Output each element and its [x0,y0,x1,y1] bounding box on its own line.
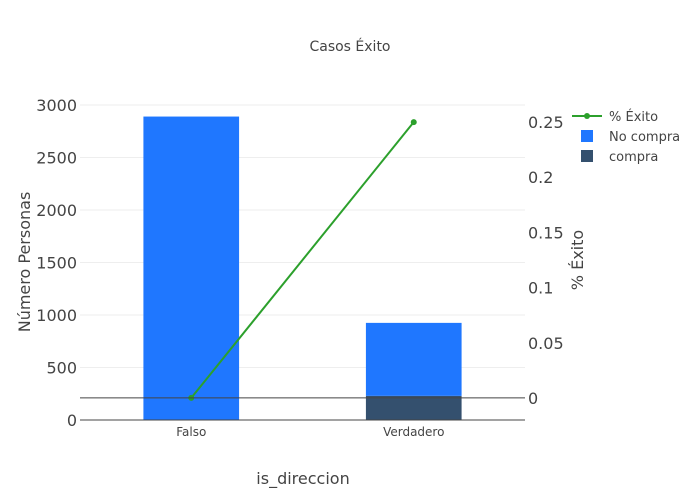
y2-tick-label: 0.25 [528,113,564,132]
y2-tick-label: 0.1 [528,279,553,298]
legend-label: No compra [609,130,680,145]
bar [143,116,240,421]
line-path [190,121,415,399]
y2-tick-label: 0.15 [528,223,564,242]
y-tick-label: 2500 [36,149,77,168]
line-series [188,119,417,401]
bars [143,116,462,421]
y-tick-label: 3000 [36,96,77,115]
y2-axis-title: % Éxito [568,230,587,290]
legend-label: compra [609,150,658,165]
y-tick-label: 1000 [36,306,77,325]
legend: % Éxito No compra compra [572,109,680,165]
tick-labels: 0 500 1000 1500 2000 2500 3000 0 0.05 0.1 0.15 0.2 0… [36,96,563,439]
y-tick-label: 500 [46,359,77,378]
y-tick-label: 1500 [36,254,77,273]
line-point [410,119,417,126]
chart-title: Casos Éxito [309,38,390,55]
legend-swatch [581,150,593,162]
y2-tick-label: 0.2 [528,168,553,187]
x-axis-title: is_direccion [256,469,349,489]
legend-swatch [581,130,593,142]
legend-label: % Éxito [609,109,658,125]
axes [80,397,525,421]
y-tick-label: 0 [67,411,77,430]
x-tick-label: Falso [176,425,206,439]
y2-tick-label: 0 [528,389,538,408]
y-axis-title: Número Personas [15,192,34,333]
legend-marker [584,113,590,119]
y2-tick-label: 0.05 [528,334,564,353]
bar [365,322,462,396]
y-tick-label: 2000 [36,201,77,220]
bar [365,395,462,420]
x-tick-label: Verdadero [383,425,444,439]
